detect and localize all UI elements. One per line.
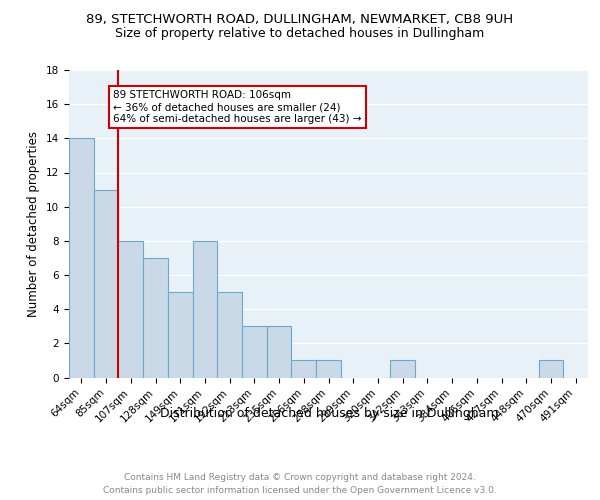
- Y-axis label: Number of detached properties: Number of detached properties: [28, 130, 40, 317]
- Bar: [539, 360, 563, 378]
- Text: Size of property relative to detached houses in Dullingham: Size of property relative to detached ho…: [115, 28, 485, 40]
- Bar: [193, 241, 217, 378]
- Bar: [390, 360, 415, 378]
- Text: Distribution of detached houses by size in Dullingham: Distribution of detached houses by size …: [160, 408, 498, 420]
- Bar: [292, 360, 316, 378]
- Bar: [168, 292, 193, 378]
- Text: 89 STETCHWORTH ROAD: 106sqm
← 36% of detached houses are smaller (24)
64% of sem: 89 STETCHWORTH ROAD: 106sqm ← 36% of det…: [113, 90, 362, 124]
- Bar: [267, 326, 292, 378]
- Bar: [94, 190, 118, 378]
- Bar: [242, 326, 267, 378]
- Bar: [316, 360, 341, 378]
- Text: 89, STETCHWORTH ROAD, DULLINGHAM, NEWMARKET, CB8 9UH: 89, STETCHWORTH ROAD, DULLINGHAM, NEWMAR…: [86, 12, 514, 26]
- Bar: [143, 258, 168, 378]
- Bar: [217, 292, 242, 378]
- Text: Contains HM Land Registry data © Crown copyright and database right 2024.
Contai: Contains HM Land Registry data © Crown c…: [103, 474, 497, 495]
- Bar: [69, 138, 94, 378]
- Bar: [118, 241, 143, 378]
